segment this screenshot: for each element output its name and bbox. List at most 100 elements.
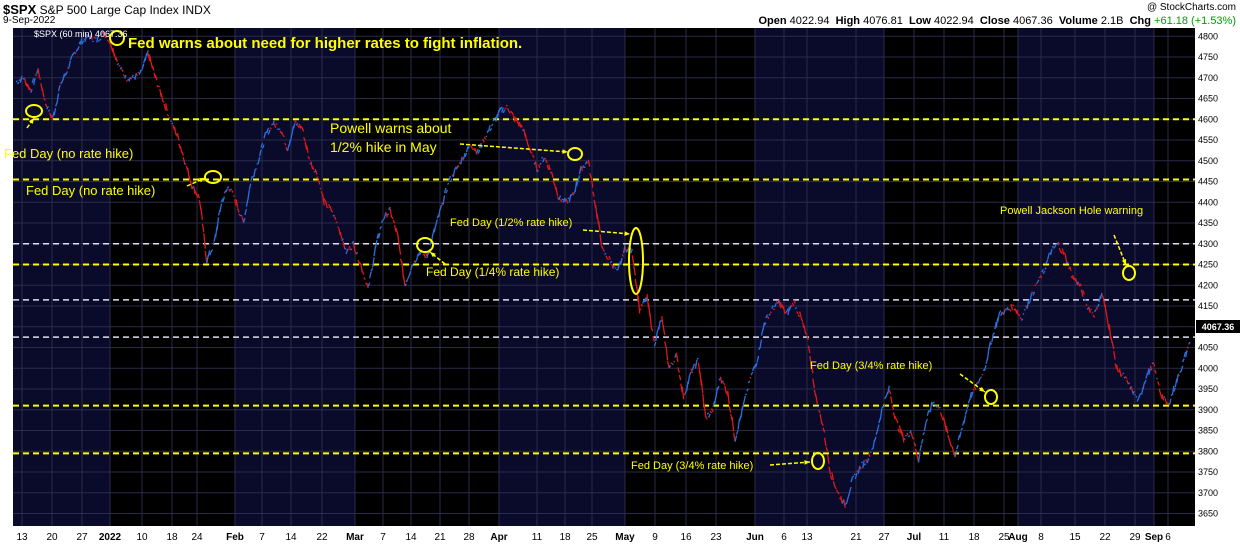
price-segment [785,308,789,313]
price-segment [696,357,699,360]
price-segment [892,412,896,420]
event-arrowhead [430,252,436,258]
price-segment [465,146,469,153]
price-segment [443,187,447,194]
price-segment [694,359,698,369]
price-segment [1160,394,1163,400]
price-segment [22,77,26,80]
price-segment [639,308,642,311]
price-segment [502,109,506,114]
price-segment [945,426,949,434]
price-segment [263,132,267,139]
price-segment [973,385,977,391]
price-segment [826,454,830,464]
y-tick-label: 4400 [1198,197,1218,207]
price-segment [423,253,427,259]
price-segment [964,409,968,415]
price-segment [53,107,57,116]
price-segment [241,216,245,223]
x-tick-label: 21 [434,532,446,543]
price-segment [664,341,667,347]
price-segment [619,257,623,266]
price-segment [298,123,302,129]
price-segment [473,147,476,152]
price-segment [746,388,749,392]
price-segment [489,127,493,132]
price-segment [235,199,239,208]
price-segment [284,142,287,146]
price-segment [693,363,696,366]
price-segment [1148,368,1152,375]
price-segment [991,333,994,342]
price-segment [661,316,664,327]
price-segment [690,368,694,374]
price-segment [941,417,945,421]
price-segment [333,216,337,221]
price-segment [821,422,824,427]
price-segment [305,145,309,153]
price-segment [1130,386,1134,394]
price-segment [326,206,329,209]
price-segment [784,311,787,314]
price-segment [357,259,361,265]
price-segment [94,37,98,40]
price-segment [1053,246,1056,249]
price-segment [203,233,206,249]
x-tick-label: 28 [463,532,475,543]
event-marker-circle [811,452,825,470]
x-tick-label: 25 [586,532,598,543]
month-band [235,28,355,526]
price-segment [123,74,127,79]
price-segment [637,295,641,314]
price-segment [1114,363,1118,370]
price-segment [154,74,158,81]
price-segment [269,127,272,130]
price-segment [957,434,961,441]
y-tick-label: 3700 [1198,488,1218,498]
price-segment [220,198,224,203]
price-segment [734,435,738,442]
price-segment [304,141,308,150]
price-segment [891,404,895,410]
price-segment [633,266,636,276]
price-segment [1039,275,1043,279]
price-segment [868,452,871,457]
price-segment [209,251,212,256]
price-segment [455,166,459,170]
price-segment [1099,292,1103,300]
price-segment [612,264,616,268]
price-segment [1098,295,1102,303]
price-segment [822,427,826,433]
price-segment [791,302,795,306]
price-segment [875,430,879,435]
price-segment [452,168,456,178]
price-segment [462,153,466,160]
price-segment [457,164,460,168]
price-segment [989,342,993,346]
price-segment [903,438,906,441]
price-segment [25,82,29,88]
price-segment [823,437,827,447]
price-segment [273,123,277,128]
price-segment [963,415,967,424]
price-segment [379,225,382,230]
price-segment [954,450,958,457]
x-tick-label: 6 [1165,532,1171,543]
price-segment [876,424,880,432]
price-segment [505,104,509,107]
price-segment [266,127,270,134]
y-tick-label: 4600 [1198,114,1218,124]
price-segment [778,299,782,309]
price-segment [382,218,385,221]
annotation-label: 1/2% hike in May [330,139,437,155]
price-segment [1096,303,1100,308]
price-segment [840,496,843,504]
price-segment [567,197,570,200]
high-value: 4076.81 [863,15,903,27]
price-segment [655,331,658,341]
annotation-label: Powell Jackson Hole warning [1000,205,1143,217]
price-segment [49,112,52,119]
price-segment [99,38,102,41]
price-segment [994,321,997,330]
price-segment [181,151,184,156]
